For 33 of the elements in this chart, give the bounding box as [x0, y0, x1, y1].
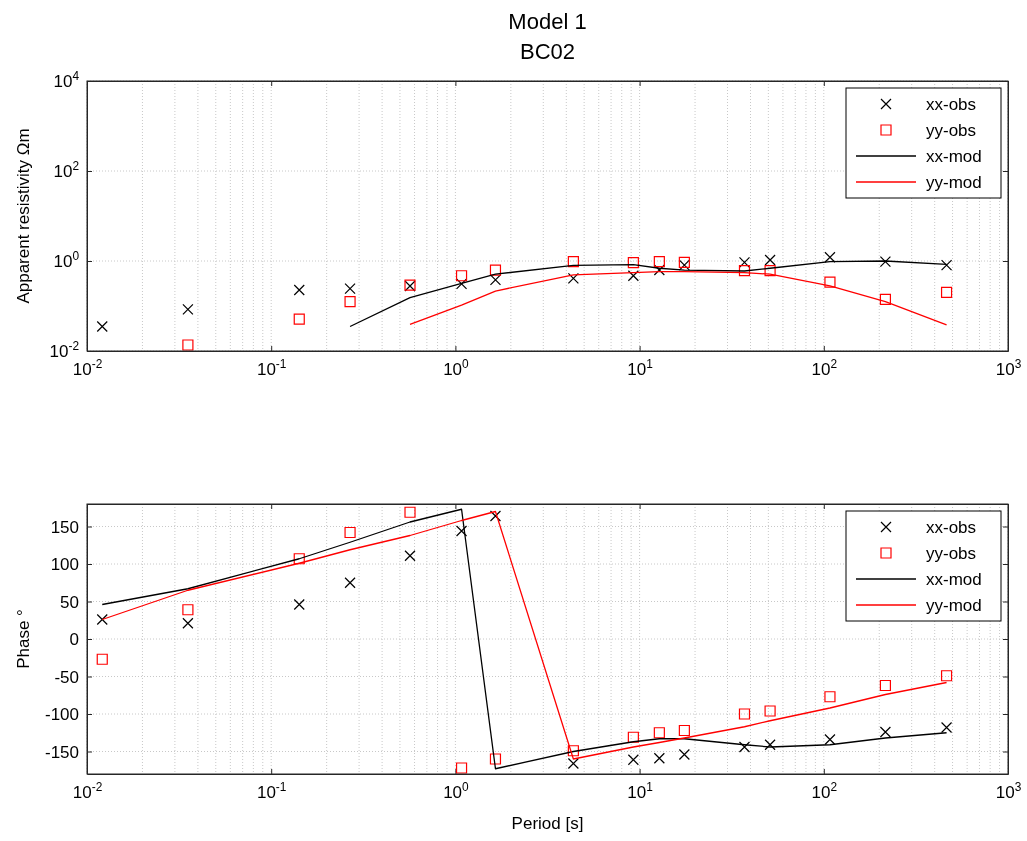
- legend-label: yy-obs: [926, 543, 977, 563]
- x-tick-label: 10$^{1}$: [627, 357, 654, 379]
- x-tick-label: 10$^{1}$: [627, 780, 654, 802]
- legend-label: yy-mod: [926, 595, 982, 615]
- legend-label: xx-obs: [926, 94, 977, 114]
- y-axis-title: Apparent resistivity Ωm: [14, 128, 33, 304]
- x-tick-label: 10$^{-1}$: [256, 780, 287, 802]
- y-tick-label: 100: [50, 555, 79, 575]
- y-tick-label: 10$^{-2}$: [49, 339, 80, 362]
- y-tick-label: 10$^{0}$: [53, 249, 80, 272]
- y-tick-label: 10$^{4}$: [53, 69, 80, 92]
- legend-label: yy-obs: [926, 120, 977, 140]
- y-tick-label: 10$^{2}$: [53, 159, 80, 182]
- y-tick-label: -150: [44, 742, 79, 762]
- legend-label: xx-mod: [926, 146, 982, 166]
- legend-label: yy-mod: [926, 172, 982, 192]
- legend-label: xx-obs: [926, 517, 977, 537]
- x-tick-label: 10$^{2}$: [811, 780, 838, 802]
- x-tick-label: 10$^{3}$: [995, 357, 1022, 379]
- y-axis-title: Phase °: [14, 609, 33, 669]
- x-tick-label: 10$^{2}$: [811, 357, 838, 379]
- x-axis-title: Period [s]: [511, 814, 584, 833]
- chart-title: Model 1 BC02: [508, 9, 587, 64]
- x-tick-label: 10$^{0}$: [443, 357, 470, 379]
- y-tick-label: 0: [69, 630, 79, 650]
- legend-label: xx-mod: [926, 569, 982, 589]
- x-tick-label: 10$^{-1}$: [256, 357, 287, 379]
- x-tick-label: 10$^{3}$: [995, 780, 1022, 802]
- y-tick-label: 150: [50, 517, 79, 537]
- y-tick-label: -50: [54, 667, 79, 687]
- y-tick-label: 50: [60, 592, 79, 612]
- x-tick-label: 10$^{0}$: [443, 780, 470, 802]
- y-tick-label: -100: [44, 705, 79, 725]
